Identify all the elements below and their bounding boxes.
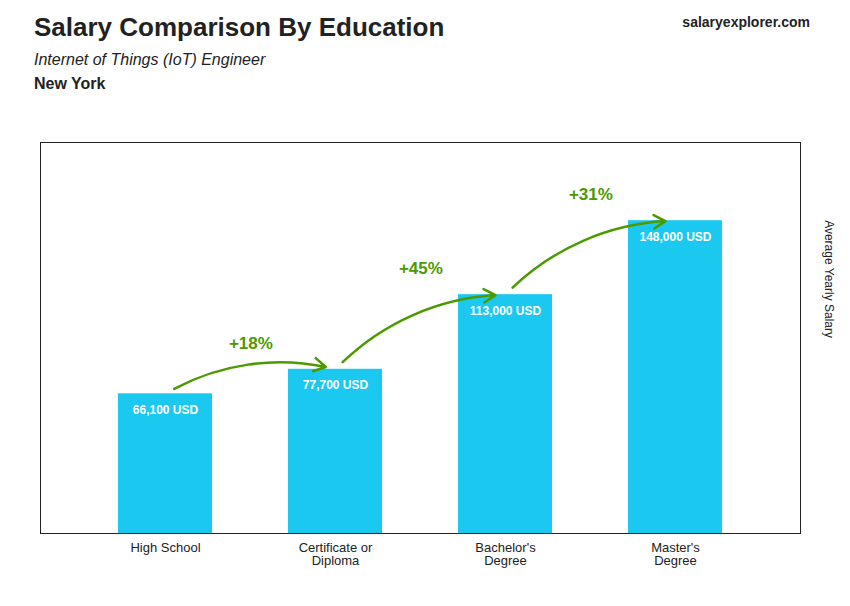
svg-text:+18%: +18% bbox=[229, 334, 273, 353]
svg-text:High School: High School bbox=[130, 540, 200, 555]
svg-text:77,700 USD: 77,700 USD bbox=[303, 378, 369, 392]
svg-text:66,100 USD: 66,100 USD bbox=[133, 403, 199, 417]
svg-text:+45%: +45% bbox=[399, 259, 443, 278]
svg-text:Master'sDegree: Master'sDegree bbox=[651, 540, 700, 568]
html-text:Salary Comparison By Education: Salary Comparison By Education bbox=[34, 12, 445, 42]
svg-text:113,000 USD: 113,000 USD bbox=[470, 304, 542, 318]
svg-text:Bachelor'sDegree: Bachelor'sDegree bbox=[475, 540, 536, 568]
svg-text:148,000 USD: 148,000 USD bbox=[639, 230, 711, 244]
html-text:salaryexplorer.com: salaryexplorer.com bbox=[682, 14, 810, 30]
html-text:New York: New York bbox=[34, 75, 106, 92]
svg-text:Average Yearly Salary: Average Yearly Salary bbox=[822, 220, 836, 338]
svg-text:+31%: +31% bbox=[569, 185, 613, 204]
html-text:Internet of Things (IoT) Engin: Internet of Things (IoT) Engineer bbox=[34, 51, 266, 68]
svg-text:Certificate orDiploma: Certificate orDiploma bbox=[299, 540, 373, 568]
